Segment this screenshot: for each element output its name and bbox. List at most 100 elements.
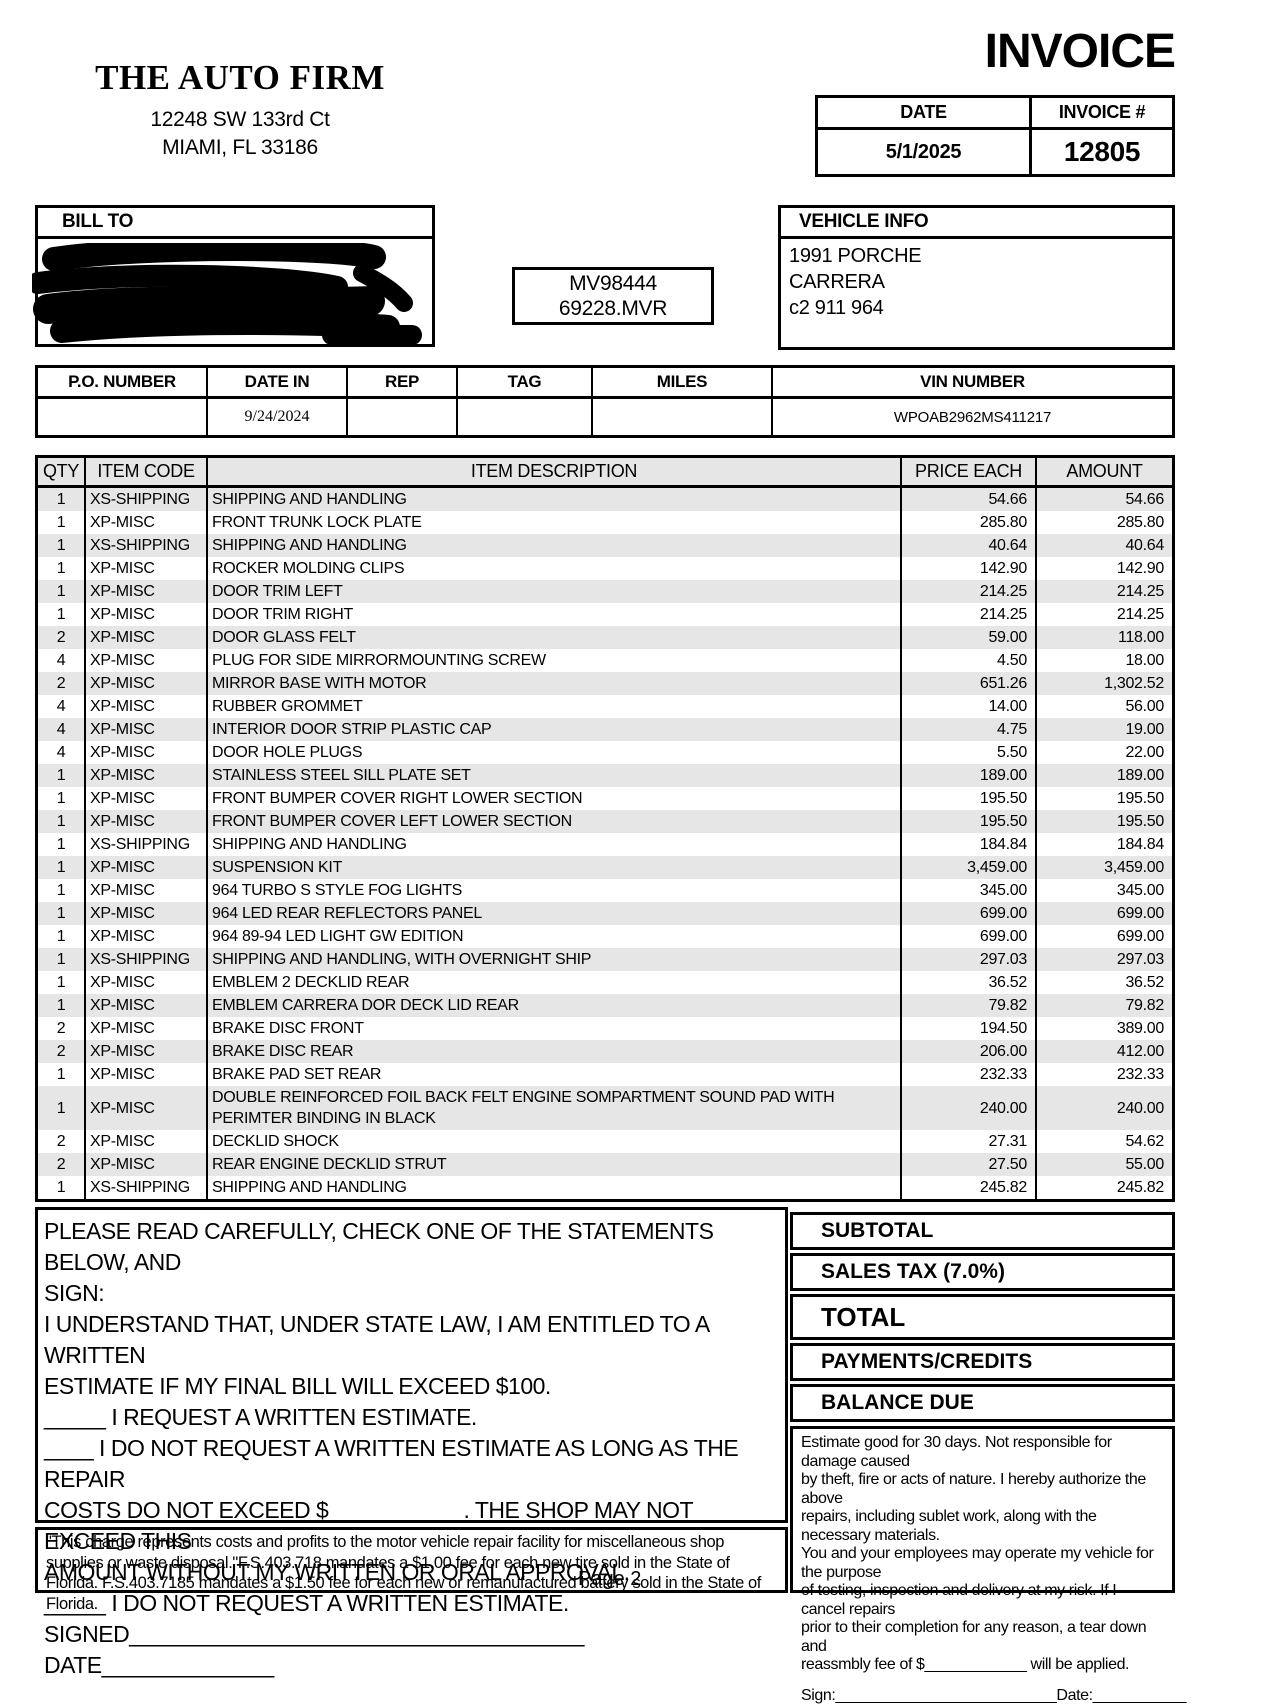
item-qty: 4 xyxy=(38,695,86,718)
vin-number-value: WPOAB2962MS411217 xyxy=(893,408,1052,426)
item-price-each: 245.82 xyxy=(902,1176,1037,1199)
line-item-row: 1 XP-MISC FRONT BUMPER COVER LEFT LOWER … xyxy=(38,810,1172,833)
vehicle-info-label: VEHICLE INFO xyxy=(781,208,1172,239)
disclaimer-line: of testing, inspection and delivery at m… xyxy=(801,1582,1121,1618)
mv-number-line2: 69228.MVR xyxy=(558,297,668,320)
line-item-row: 2 XP-MISC REAR ENGINE DECKLID STRUT 27.5… xyxy=(38,1153,1172,1176)
item-price-each: 232.33 xyxy=(902,1063,1037,1086)
item-qty: 1 xyxy=(38,603,86,626)
item-description: STAINLESS STEEL SILL PLATE SET xyxy=(208,764,902,787)
item-qty: 1 xyxy=(38,833,86,856)
item-amount: 214.25 xyxy=(1116,583,1164,600)
item-code: XP-MISC xyxy=(86,971,208,994)
item-price-each: 297.03 xyxy=(902,948,1037,971)
item-qty: 1 xyxy=(38,925,86,948)
line-item-row: 1 XS-SHIPPING SHIPPING AND HANDLING 184.… xyxy=(38,833,1172,856)
line-item-row: 1 XS-SHIPPING SHIPPING AND HANDLING 40.6… xyxy=(38,534,1172,557)
item-description: SHIPPING AND HANDLING xyxy=(208,488,902,511)
disclaimer-line: by theft, fire or acts of nature. I here… xyxy=(801,1471,1150,1507)
tag-header: TAG xyxy=(458,368,593,399)
item-description: EMBLEM CARRERA DOR DECK LID REAR xyxy=(208,994,902,1017)
item-qty: 1 xyxy=(38,948,86,971)
item-qty: 1 xyxy=(38,764,86,787)
item-price-each: 142.90 xyxy=(902,557,1037,580)
po-number-value xyxy=(38,399,208,435)
item-description: SHIPPING AND HANDLING xyxy=(208,1176,902,1199)
item-price-each: 345.00 xyxy=(902,879,1037,902)
item-amount: 240.00 xyxy=(1116,1099,1164,1117)
miles-header: MILES xyxy=(593,368,773,399)
line-item-row: 4 XP-MISC RUBBER GROMMET 14.00 56.00 xyxy=(38,695,1172,718)
item-amount: 245.82 xyxy=(1116,1179,1164,1196)
item-amount: 142.90 xyxy=(1116,560,1164,577)
sales-tax-label: SALES TAX (7.0%) xyxy=(821,1260,1005,1283)
bill-to-label: BILL TO xyxy=(38,208,432,239)
line-item-row: 2 XP-MISC DECKLID SHOCK 27.31 54.62 xyxy=(38,1130,1172,1153)
item-code: XP-MISC xyxy=(86,626,208,649)
vehicle-info-line: CARRERA xyxy=(789,271,885,293)
line-item-row: 1 XP-MISC 964 LED REAR REFLECTORS PANEL … xyxy=(38,902,1172,925)
line-item-row: 1 XP-MISC BRAKE PAD SET REAR 232.33 232.… xyxy=(38,1063,1172,1086)
balance-due-box: BALANCE DUE xyxy=(790,1384,1175,1422)
item-qty: 4 xyxy=(38,649,86,672)
line-item-row: 1 XP-MISC DOOR TRIM RIGHT 214.25 214.25 xyxy=(38,603,1172,626)
item-qty: 1 xyxy=(38,971,86,994)
item-description: EMBLEM 2 DECKLID REAR xyxy=(208,971,902,994)
item-code: XS-SHIPPING xyxy=(86,1176,208,1199)
price-each-header: PRICE EACH xyxy=(902,458,1037,485)
item-price-each: 5.50 xyxy=(902,741,1037,764)
item-code: XP-MISC xyxy=(86,856,208,879)
item-price-each: 54.66 xyxy=(902,488,1037,511)
redacted-bill-to-scribble xyxy=(32,243,422,345)
item-code: XP-MISC xyxy=(86,925,208,948)
mv-number-box: MV98444 69228.MVR xyxy=(512,267,714,325)
item-price-each: 651.26 xyxy=(902,672,1037,695)
item-qty: 1 xyxy=(38,1063,86,1086)
line-item-row: 4 XP-MISC INTERIOR DOOR STRIP PLASTIC CA… xyxy=(38,718,1172,741)
item-qty: 2 xyxy=(38,1040,86,1063)
item-description: FRONT BUMPER COVER RIGHT LOWER SECTION xyxy=(208,787,902,810)
item-amount: 189.00 xyxy=(1116,767,1164,784)
item-price-each: 214.25 xyxy=(902,580,1037,603)
item-price-each: 4.50 xyxy=(902,649,1037,672)
subtotal-label: SUBTOTAL xyxy=(821,1219,934,1242)
item-amount: 699.00 xyxy=(1116,905,1164,922)
item-description: SHIPPING AND HANDLING xyxy=(208,534,902,557)
item-code: XP-MISC xyxy=(86,787,208,810)
item-code: XP-MISC xyxy=(86,879,208,902)
line-item-row: 1 XP-MISC EMBLEM 2 DECKLID REAR 36.52 36… xyxy=(38,971,1172,994)
statement-line: ESTIMATE IF MY FINAL BILL WILL EXCEED $1… xyxy=(44,1373,551,1399)
vehicle-info-line: 1991 PORCHE xyxy=(789,245,922,267)
item-code: XP-MISC xyxy=(86,1017,208,1040)
amount-header: AMOUNT xyxy=(1066,461,1143,481)
item-amount: 79.82 xyxy=(1125,997,1164,1014)
item-amount: 18.00 xyxy=(1125,652,1164,669)
item-code: XP-MISC xyxy=(86,511,208,534)
line-item-row: 1 XS-SHIPPING SHIPPING AND HANDLING 245.… xyxy=(38,1176,1172,1199)
item-code: XP-MISC xyxy=(86,1063,208,1086)
item-code: XP-MISC xyxy=(86,1130,208,1153)
item-description: DECKLID SHOCK xyxy=(208,1130,902,1153)
item-code: XS-SHIPPING xyxy=(86,488,208,511)
line-item-row: 1 XP-MISC STAINLESS STEEL SILL PLATE SET… xyxy=(38,764,1172,787)
item-amount: 19.00 xyxy=(1125,721,1164,738)
item-price-each: 194.50 xyxy=(902,1017,1037,1040)
item-price-each: 79.82 xyxy=(902,994,1037,1017)
item-amount: 36.52 xyxy=(1125,974,1164,991)
item-code-header: ITEM CODE xyxy=(86,458,208,485)
company-name: THE AUTO FIRM xyxy=(95,58,385,97)
disclaimer-line: Estimate good for 30 days. Not responsib… xyxy=(801,1434,1116,1470)
item-description: 964 TURBO S STYLE FOG LIGHTS xyxy=(208,879,902,902)
item-amount: 297.03 xyxy=(1116,951,1164,968)
item-qty: 1 xyxy=(38,787,86,810)
line-item-row: 1 XP-MISC 964 89-94 LED LIGHT GW EDITION… xyxy=(38,925,1172,948)
item-description: PLUG FOR SIDE MIRRORMOUNTING SCREW xyxy=(208,649,902,672)
payments-credits-box: PAYMENTS/CREDITS xyxy=(790,1343,1175,1381)
item-qty: 1 xyxy=(38,994,86,1017)
item-description: ROCKER MOLDING CLIPS xyxy=(208,557,902,580)
line-item-row: 4 XP-MISC PLUG FOR SIDE MIRRORMOUNTING S… xyxy=(38,649,1172,672)
customer-statements-box: PLEASE READ CAREFULLY, CHECK ONE OF THE … xyxy=(35,1207,788,1678)
item-description: SHIPPING AND HANDLING xyxy=(208,833,902,856)
item-amount: 118.00 xyxy=(1118,629,1164,646)
line-item-row: 1 XS-SHIPPING SHIPPING AND HANDLING 54.6… xyxy=(38,488,1172,511)
